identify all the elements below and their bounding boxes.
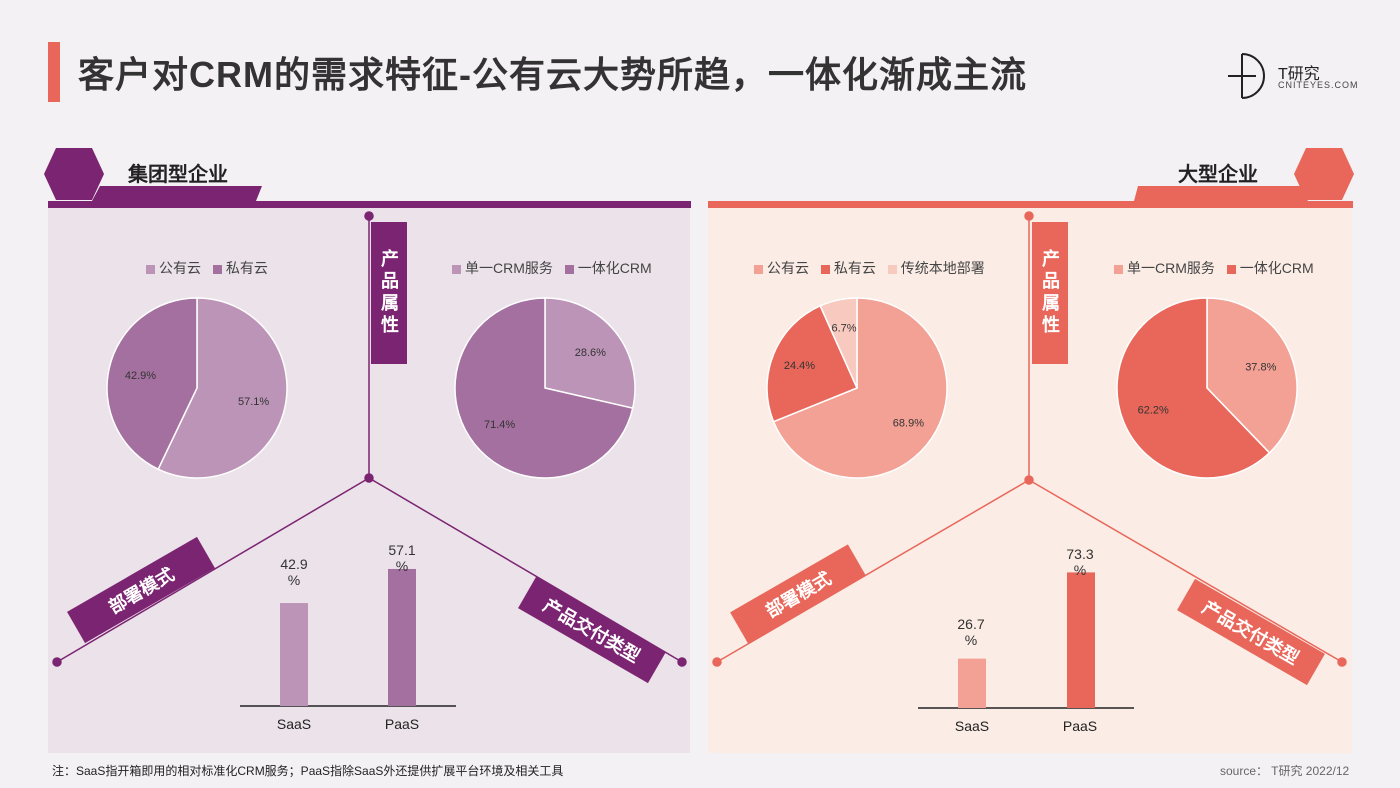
pie-data-label: 6.7%: [832, 322, 857, 334]
pie-data-label: 68.9%: [893, 418, 924, 430]
left-section-label: 集团型企业: [128, 164, 228, 186]
pie-data-label: 28.6%: [575, 347, 606, 359]
pie-slice: [544, 297, 636, 410]
pie-slice: [1206, 297, 1298, 454]
left-tag-product: 产品属性: [371, 222, 407, 364]
left-hexagon-decor: [44, 148, 104, 200]
pie-data-label: 62.2%: [1138, 405, 1169, 417]
tick-label: PaaS: [1062, 718, 1098, 734]
legend-swatch: [452, 264, 461, 274]
pie-slice: [454, 297, 634, 479]
bar-data-label-text: 42.9 %: [280, 556, 308, 588]
right-hexagon-decor: [1294, 148, 1354, 200]
legend-item: 公有云: [159, 260, 201, 276]
pie-slice: [766, 304, 859, 423]
bar-data-label: 26.7 %: [951, 616, 991, 648]
bar-data-label-text: 26.7 %: [957, 616, 985, 648]
bar-data-label-text: 57.1 %: [388, 542, 416, 574]
legend-large-product: 单一CRM服务 一体化CRM: [1106, 258, 1314, 278]
legend-group-product: 单一CRM服务 一体化CRM: [444, 258, 652, 278]
legend-item: 公有云: [767, 260, 809, 276]
tick-label: PaaS: [384, 716, 420, 732]
legend-swatch: [1226, 264, 1236, 274]
legend-item: 传统本地部署: [900, 260, 985, 276]
logo-main-text: T研究: [1278, 66, 1320, 83]
pie-slice: [1116, 297, 1271, 479]
legend-item: 私有云: [225, 260, 268, 276]
pie-data-label: 71.4%: [484, 419, 515, 431]
legend-item: 一体化CRM: [577, 260, 652, 276]
legend-item: 私有云: [833, 260, 876, 276]
legend-swatch: [146, 264, 155, 274]
legend-swatch: [820, 264, 830, 274]
legend-item: 单一CRM服务: [1127, 260, 1215, 276]
footnote: 注：SaaS指开箱即用的相对标准化CRM服务；PaaS指除SaaS外还提供扩展平…: [52, 764, 564, 778]
pie-data-label: 37.8%: [1245, 361, 1276, 373]
page-title: 客户对CRM的需求特征-公有云大势所趋，一体化渐成主流: [78, 54, 1027, 95]
right-connector-lines: [712, 211, 1347, 667]
legend-swatch: [754, 264, 763, 274]
legend-swatch: [564, 264, 574, 274]
pie-slice: [157, 297, 288, 479]
pie-slice: [106, 297, 198, 471]
bar: [1067, 572, 1095, 708]
left-top-rule: [48, 201, 691, 208]
right-section-label: 大型企业: [1178, 164, 1258, 186]
left-ribbon-decor: [92, 186, 262, 201]
pie-data-label: 42.9%: [125, 370, 156, 382]
logo-sub-text: CNITEYES.COM: [1278, 80, 1359, 90]
right-tag-product: 产品属性: [1032, 222, 1068, 364]
tick-label: SaaS: [276, 716, 312, 732]
legend-swatch: [887, 264, 897, 274]
legend-large-deploy: 公有云 私有云 传统本地部署: [746, 258, 985, 278]
right-ribbon-decor: [1134, 186, 1308, 201]
pie-data-label: 57.1%: [238, 396, 269, 408]
legend-item: 一体化CRM: [1239, 260, 1314, 276]
tick-label: SaaS: [954, 718, 990, 734]
left-connector-lines: [52, 211, 687, 667]
bar-data-label: 42.9 %: [274, 556, 314, 588]
legend-swatch: [1114, 264, 1123, 274]
pie-slice: [819, 297, 858, 389]
legend-swatch: [212, 264, 222, 274]
bar-data-label: 57.1 %: [382, 542, 422, 574]
legend-item: 单一CRM服务: [465, 260, 553, 276]
bar-data-label: 73.3 %: [1060, 546, 1100, 578]
bar: [388, 568, 416, 706]
bar-data-label-text: 73.3 %: [1066, 546, 1094, 578]
bar: [280, 603, 308, 706]
pie-data-label: 24.4%: [784, 360, 815, 372]
right-top-rule: [708, 201, 1353, 208]
pie-slice: [772, 297, 948, 479]
bar: [958, 658, 986, 708]
title-accent-bar: [48, 42, 60, 102]
source-note: source： T研究 2022/12: [1220, 764, 1350, 778]
legend-group-deploy: 公有云 私有云: [138, 258, 268, 278]
